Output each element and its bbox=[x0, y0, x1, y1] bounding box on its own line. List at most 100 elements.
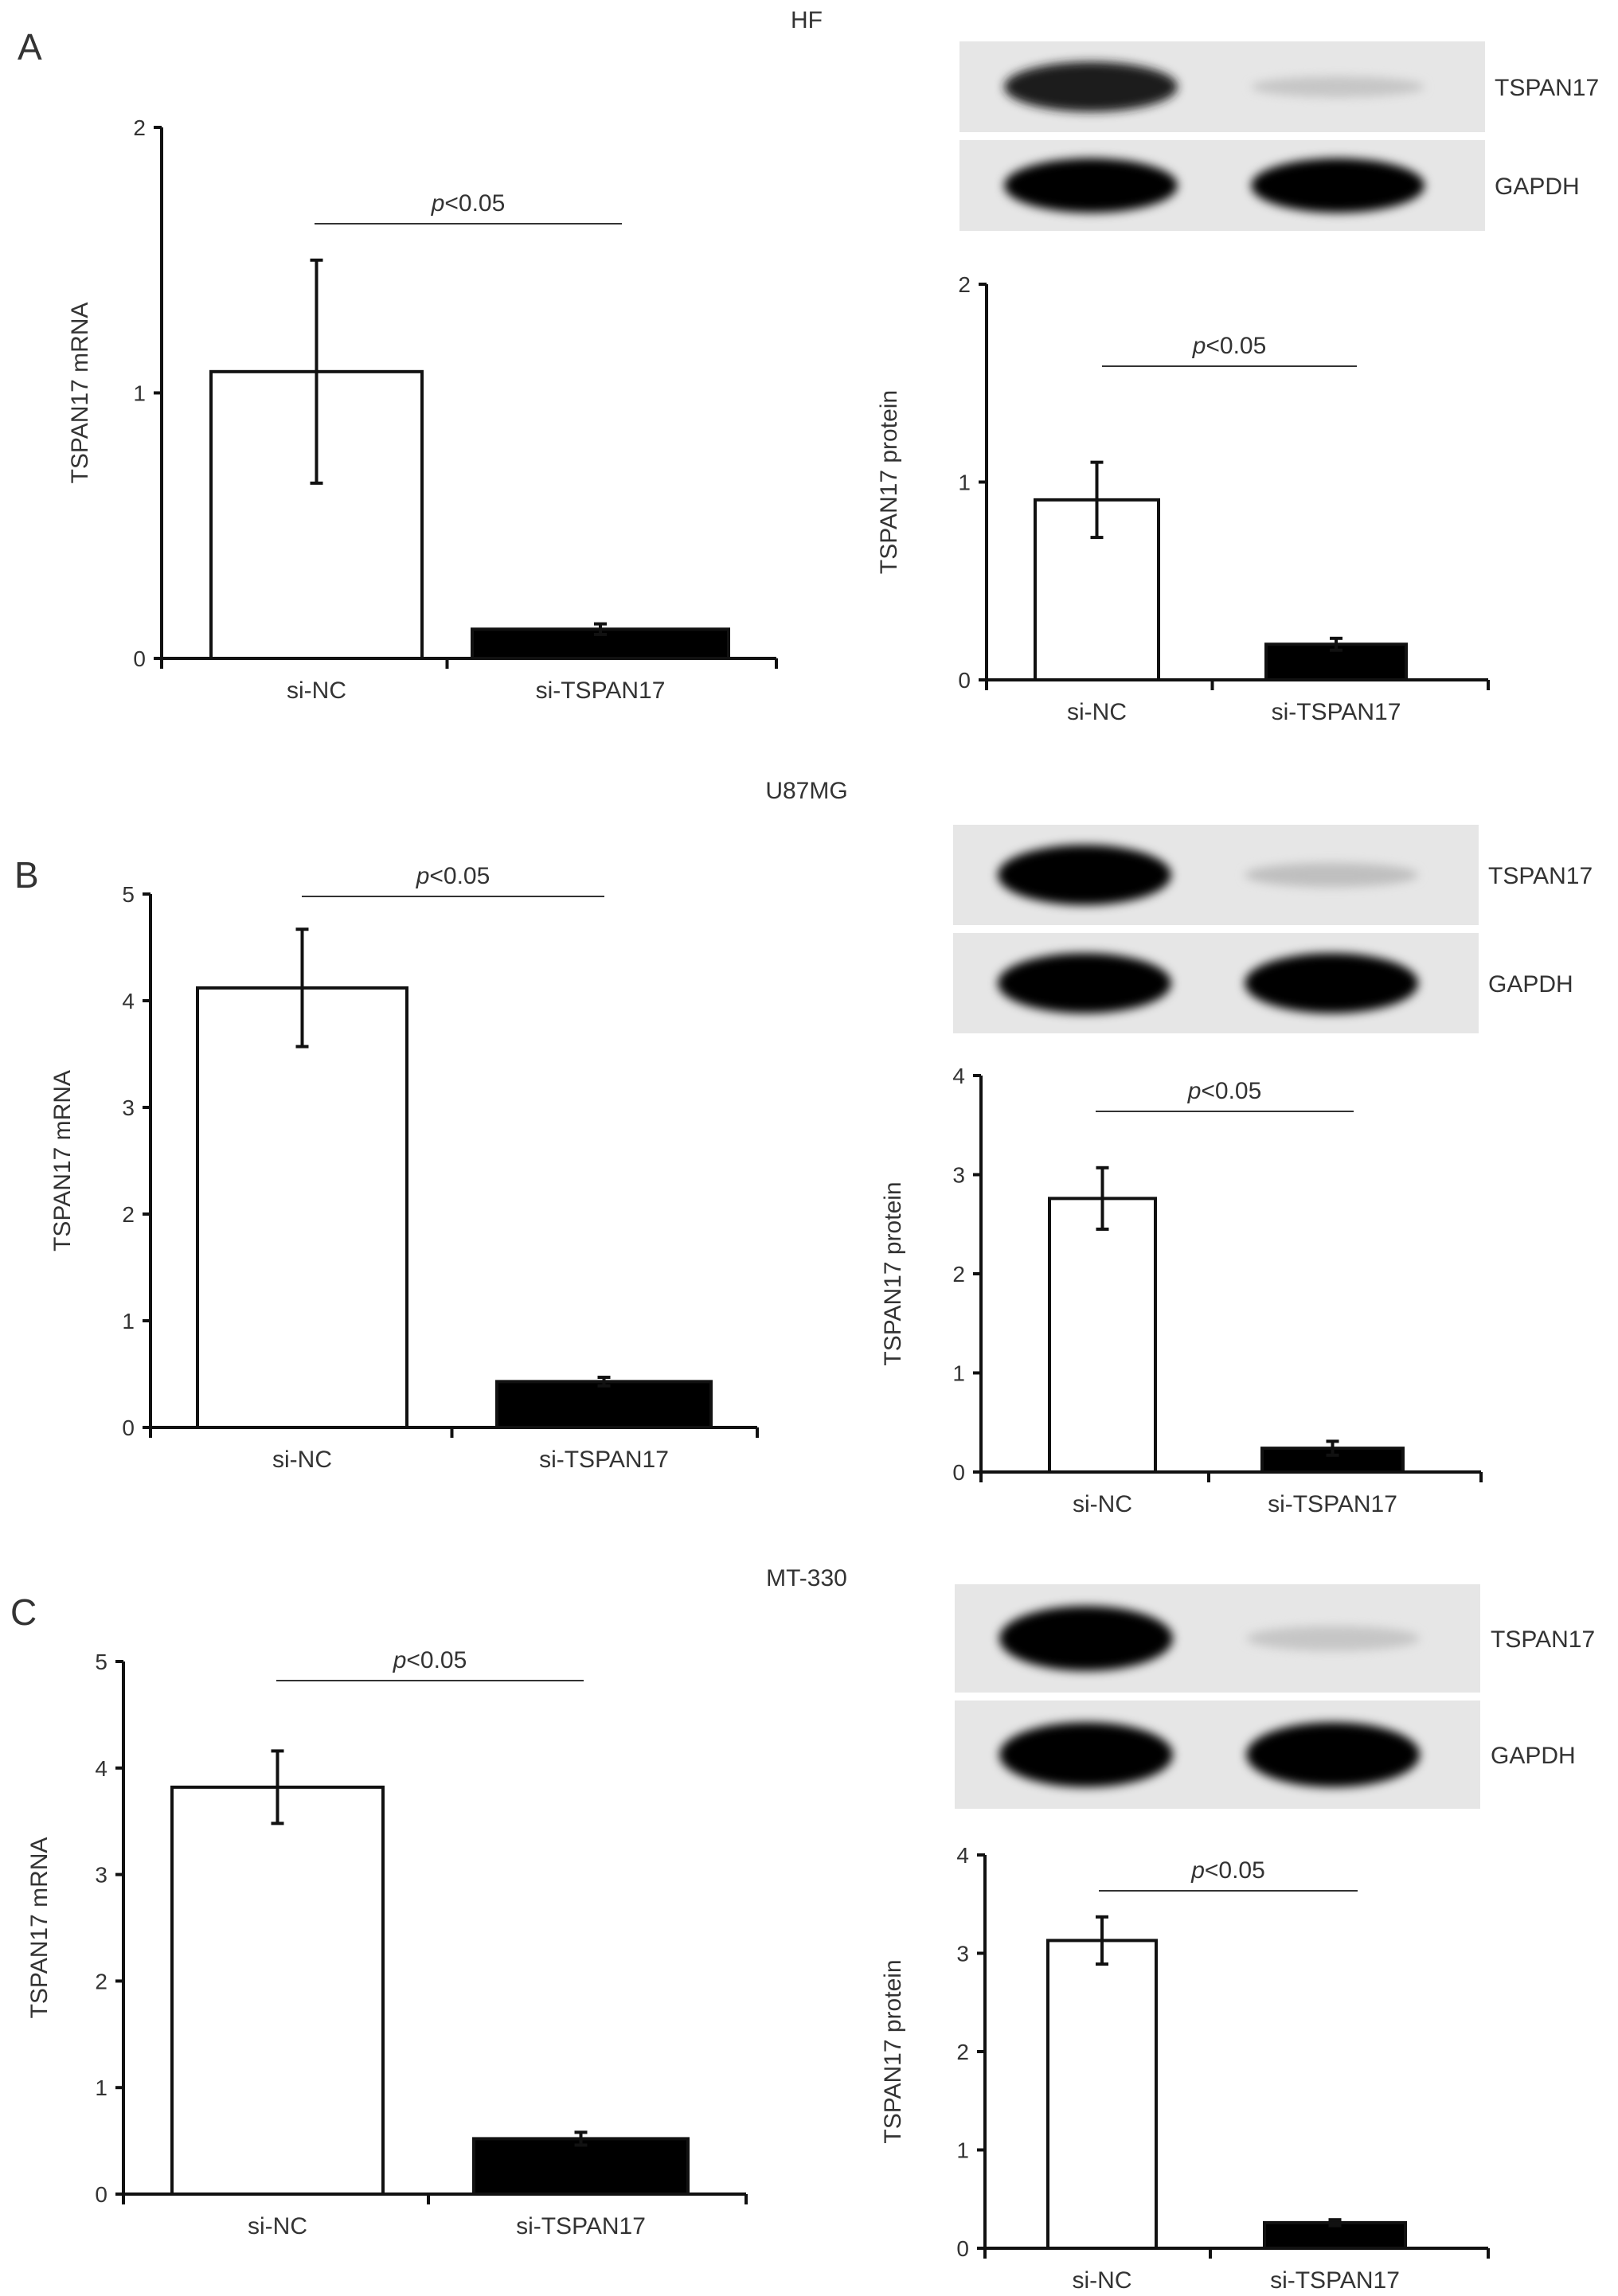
chart-c-protein: 0 1 2 3 4 si-NC si-TSPAN17 p<0.05 TSPAN17 protei… bbox=[880, 1843, 1490, 2294]
y-tick-label: 0 bbox=[133, 646, 146, 671]
p-value-text: <0.05 bbox=[406, 1647, 467, 1673]
p-value-text: <0.05 bbox=[1205, 1857, 1265, 1884]
x-tick-label: si-TSPAN17 bbox=[536, 677, 666, 704]
blot-band bbox=[1251, 76, 1425, 98]
y-tick-label: 1 bbox=[956, 2138, 969, 2163]
blot-band bbox=[998, 953, 1171, 1013]
p-value-symbol: p bbox=[416, 863, 430, 889]
y-tick-label: 0 bbox=[952, 1460, 965, 1485]
western-blots: TSPAN17 GAPDH TSPAN17 GAPDH TSPAN17 GAPDH bbox=[953, 41, 1599, 1809]
blot-band-label: TSPAN17 bbox=[1491, 1626, 1595, 1653]
x-tick-label: si-TSPAN17 bbox=[1268, 1491, 1397, 1517]
blot-band bbox=[999, 1722, 1173, 1787]
blot-band bbox=[1246, 1626, 1421, 1651]
blot-band bbox=[1246, 1722, 1421, 1787]
panel-letter: B bbox=[14, 854, 39, 896]
y-tick-label: 1 bbox=[122, 1309, 135, 1333]
y-tick-label: 3 bbox=[122, 1095, 135, 1120]
p-value-symbol: p bbox=[1192, 333, 1206, 359]
y-tick-label: 2 bbox=[133, 115, 146, 140]
y-tick-label: 3 bbox=[95, 1863, 107, 1888]
chart-b-mrna: 0 1 2 3 4 5 si-NC si-TSPAN17 p<0.05 TSPAN17 mRNA bbox=[49, 863, 759, 1473]
bar bbox=[196, 986, 408, 1430]
y-tick-label: 0 bbox=[956, 2236, 969, 2261]
x-tick-label: si-TSPAN17 bbox=[1270, 2267, 1400, 2294]
y-axis-label: TSPAN17 protein bbox=[880, 1181, 906, 1365]
blot-band bbox=[999, 1606, 1173, 1671]
y-tick-label: 2 bbox=[122, 1202, 135, 1227]
bar bbox=[472, 2137, 690, 2196]
blot-band bbox=[1004, 158, 1178, 213]
x-tick-label: si-NC bbox=[272, 1447, 332, 1473]
y-tick-label: 3 bbox=[956, 1942, 969, 1966]
p-value-annotation: p<0.05 bbox=[393, 1647, 467, 1673]
bar bbox=[495, 1380, 713, 1430]
y-tick-label: 3 bbox=[952, 1163, 965, 1188]
y-tick-label: 4 bbox=[122, 989, 135, 1013]
blot-band-label: TSPAN17 bbox=[1495, 75, 1599, 101]
p-value-symbol: p bbox=[431, 190, 445, 217]
y-axis-label: TSPAN17 protein bbox=[880, 1959, 906, 2143]
cell-line-title: MT-330 bbox=[766, 1565, 847, 1591]
y-tick-label: 2 bbox=[958, 272, 971, 297]
p-value-annotation: p<0.05 bbox=[431, 190, 506, 217]
panel-letter: A bbox=[18, 26, 42, 68]
y-tick-label: 5 bbox=[95, 1650, 107, 1674]
y-axis-label: TSPAN17 mRNA bbox=[67, 303, 93, 484]
blot-band bbox=[1004, 61, 1178, 112]
blot-band bbox=[1245, 953, 1419, 1013]
x-tick-label: si-TSPAN17 bbox=[516, 2213, 646, 2239]
y-tick-label: 4 bbox=[956, 1843, 969, 1868]
panel-headers: A HF B U87MG C MT-330 bbox=[10, 7, 848, 1633]
y-tick-label: 0 bbox=[958, 668, 971, 693]
blot-band-label: GAPDH bbox=[1491, 1743, 1576, 1769]
blot-band-label: GAPDH bbox=[1495, 174, 1580, 200]
chart-a-mrna: 0 1 2 si-NC si-TSPAN17 p<0.05 TSPAN17 mRNA bbox=[67, 115, 778, 704]
y-tick-label: 4 bbox=[952, 1064, 965, 1088]
chart-c-mrna: 0 1 2 3 4 5 si-NC si-TSPAN17 p<0.05 TSPAN17 mRNA bbox=[26, 1647, 748, 2239]
bar bbox=[1046, 1939, 1158, 2251]
p-value-text: <0.05 bbox=[1206, 333, 1266, 359]
p-value-annotation: p<0.05 bbox=[1190, 1857, 1265, 1884]
blot-c: TSPAN17 GAPDH bbox=[955, 1584, 1595, 1809]
bar bbox=[170, 1785, 385, 2196]
blot-band-label: GAPDH bbox=[1488, 971, 1573, 998]
y-tick-label: 5 bbox=[122, 882, 135, 907]
p-value-symbol: p bbox=[1187, 1078, 1202, 1104]
y-tick-label: 1 bbox=[958, 471, 971, 495]
p-value-symbol: p bbox=[393, 1647, 407, 1673]
y-tick-label: 2 bbox=[952, 1262, 965, 1287]
y-tick-label: 2 bbox=[95, 1969, 107, 1993]
x-tick-label: si-NC bbox=[1073, 2267, 1132, 2294]
p-value-text: <0.05 bbox=[444, 190, 505, 217]
y-axis-label: TSPAN17 mRNA bbox=[26, 1837, 53, 2019]
y-tick-label: 1 bbox=[95, 2075, 107, 2100]
x-tick-label: si-TSPAN17 bbox=[1272, 699, 1401, 725]
p-value-text: <0.05 bbox=[429, 863, 490, 889]
chart-a-protein: 0 1 2 si-NC si-TSPAN17 p<0.05 TSPAN17 protein bbox=[876, 272, 1490, 725]
chart-b-protein: 0 1 2 3 4 si-NC si-TSPAN17 p<0.05 TSPAN17 protei… bbox=[880, 1064, 1483, 1517]
y-axis-label: TSPAN17 mRNA bbox=[49, 1070, 76, 1251]
y-tick-label: 4 bbox=[95, 1756, 107, 1781]
x-tick-label: si-TSPAN17 bbox=[539, 1447, 669, 1473]
x-tick-label: si-NC bbox=[1073, 1491, 1132, 1517]
cell-line-title: U87MG bbox=[765, 778, 847, 804]
p-value-annotation: p<0.05 bbox=[416, 863, 490, 889]
x-tick-label: si-NC bbox=[1067, 699, 1127, 725]
blot-band bbox=[998, 845, 1171, 905]
x-tick-label: si-NC bbox=[287, 677, 346, 704]
blot-band bbox=[1245, 862, 1419, 888]
p-value-symbol: p bbox=[1190, 1857, 1205, 1884]
x-tick-label: si-NC bbox=[248, 2213, 307, 2239]
p-value-annotation: p<0.05 bbox=[1192, 333, 1267, 359]
y-axis-label: TSPAN17 protein bbox=[876, 390, 902, 574]
blot-a: TSPAN17 GAPDH bbox=[959, 41, 1599, 231]
blot-band bbox=[1251, 158, 1425, 213]
blot-band-label: TSPAN17 bbox=[1488, 863, 1593, 889]
y-tick-label: 0 bbox=[95, 2182, 107, 2207]
cell-line-title: HF bbox=[791, 7, 823, 33]
p-value-text: <0.05 bbox=[1201, 1078, 1261, 1104]
panel-letter: C bbox=[10, 1591, 37, 1633]
p-value-annotation: p<0.05 bbox=[1187, 1078, 1262, 1104]
